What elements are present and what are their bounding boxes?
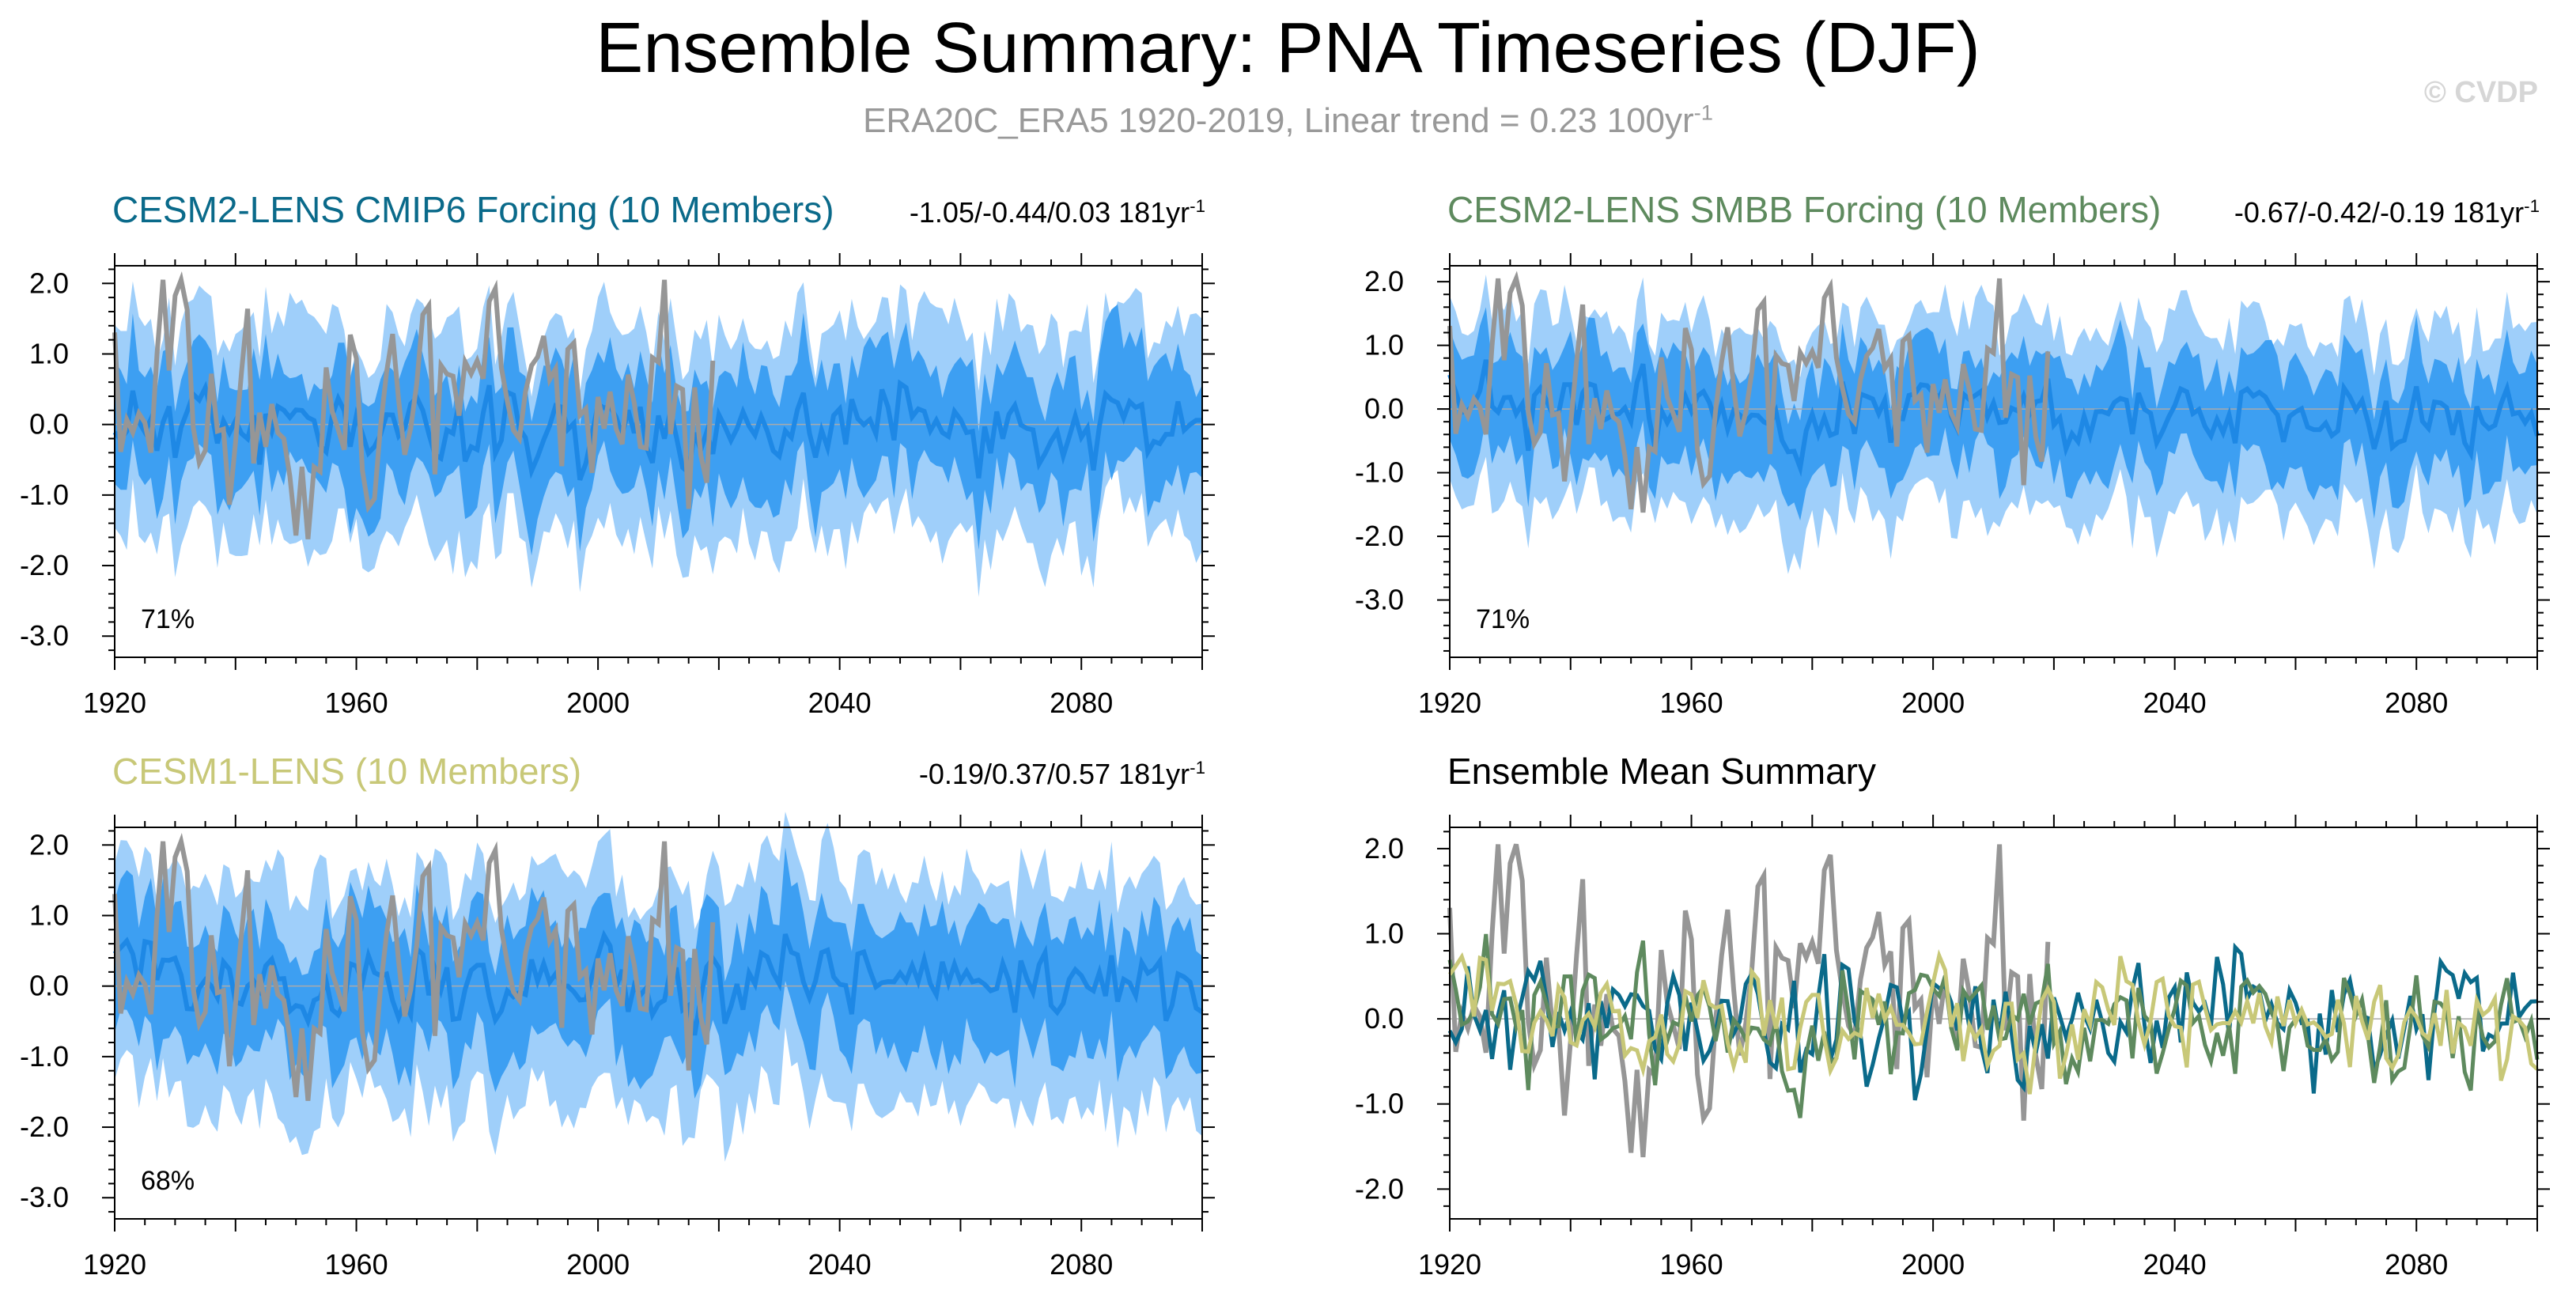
chart-cesm1: 1920 1960 2000 2040 2080 2.0 1.0 0.0 -1.0 -2.0 -3.… <box>20 812 1215 1281</box>
trend-exp-cesm2-cmip6: -1 <box>1190 196 1205 216</box>
trend-cesm1: -0.19/0.37/0.57 181yr-1 <box>919 758 1205 791</box>
trend-text-cesm2-cmip6: -1.05/-0.44/0.03 181yr <box>909 196 1190 229</box>
chart-cesm2-smbb: 1920 1960 2000 2040 2080 2.0 1.0 0.0 -1.0 -2.0 -3.… <box>1355 253 2550 719</box>
x-tick-label: 2080 <box>1050 687 1113 719</box>
y-tick-label: 1.0 <box>1364 329 1404 361</box>
y-tick-label: -2.0 <box>20 1111 69 1143</box>
y-tick-label: 0.0 <box>1364 1002 1404 1035</box>
y-tick-label: 2.0 <box>29 828 69 861</box>
y-tick-label: -2.0 <box>1355 1172 1404 1205</box>
chart-cesm2-cmip6: 1920 1960 2000 2040 2080 2.0 1.0 0.0 -1.0 -2.0 -3.… <box>20 253 1215 719</box>
obs-line-cesm2-cmip6 <box>112 271 716 539</box>
x-tick-label: 1960 <box>325 687 388 719</box>
ens-mean-line-cesm2-smbb <box>1447 359 2540 477</box>
x-tick-label: 2080 <box>2385 687 2448 719</box>
x-tick-label: 1920 <box>83 1248 146 1281</box>
obs-line-cesm1 <box>112 833 716 1101</box>
x-tick-label: 1960 <box>325 1248 388 1281</box>
y-tick-label: 2.0 <box>1364 832 1404 865</box>
subtitle-exponent: -1 <box>1693 100 1713 125</box>
y-tick-label: 0.0 <box>29 408 69 441</box>
ens-mean-line-cesm1 <box>112 929 1204 1036</box>
trend-text-cesm1: -0.19/0.37/0.57 181yr <box>918 758 1190 790</box>
y-tick-label: 1.0 <box>29 337 69 369</box>
y-tick-label: 0.0 <box>29 970 69 1002</box>
trend-exp-cesm2-smbb: -1 <box>2524 196 2540 216</box>
x-tick-label: 2000 <box>566 687 630 719</box>
percent-cesm1: 68% <box>141 1166 195 1196</box>
y-tick-label: 0.0 <box>1364 392 1404 425</box>
x-tick-label: 2080 <box>2385 1248 2448 1281</box>
x-tick-label: 1920 <box>1418 1248 1481 1281</box>
percent-cesm2-smbb: 71% <box>1476 604 1530 634</box>
y-tick-label: -3.0 <box>20 619 69 652</box>
panel-title-cesm1: CESM1-LENS (10 Members) <box>112 751 582 792</box>
subtitle-text: ERA20C_ERA5 1920-2019, Linear trend = 0.… <box>863 101 1694 140</box>
y-tick-label: -1.0 <box>1355 456 1404 489</box>
x-tick-label: 2040 <box>2143 1248 2207 1281</box>
y-tick-label: -3.0 <box>1355 584 1404 616</box>
panel-title-cesm2-smbb: CESM2-LENS SMBB Forcing (10 Members) <box>1447 189 2162 230</box>
main-title: Ensemble Summary: PNA Timeseries (DJF) <box>596 9 1980 88</box>
y-tick-label: 2.0 <box>29 267 69 299</box>
x-tick-label: 2000 <box>1901 687 1965 719</box>
y-tick-label: 1.0 <box>29 899 69 931</box>
ens-mean-line-cesm2-cmip6 <box>112 379 1203 481</box>
x-tick-label: 2000 <box>566 1248 630 1281</box>
chart-ens-mean-summary: 1920 1960 2000 2040 2080 2.0 1.0 0.0 -1.0 -2.0 <box>1355 815 2550 1281</box>
subtitle: ERA20C_ERA5 1920-2019, Linear trend = 0.… <box>0 101 2576 141</box>
x-tick-label: 2040 <box>808 687 872 719</box>
percent-cesm2-cmip6: 71% <box>141 604 195 634</box>
copyright-watermark: © CVDP <box>2423 76 2538 109</box>
x-tick-label: 2080 <box>1050 1248 1113 1281</box>
x-tick-label: 1920 <box>83 687 146 719</box>
trend-text-cesm2-smbb: -0.67/-0.42/-0.19 181yr <box>2234 196 2525 229</box>
y-tick-label: -1.0 <box>1355 1088 1404 1120</box>
x-tick-label: 1960 <box>1660 687 1723 719</box>
y-tick-label: 1.0 <box>1364 918 1404 950</box>
y-tick-label: -2.0 <box>1355 520 1404 552</box>
y-tick-label: -3.0 <box>20 1181 69 1213</box>
y-tick-label: -2.0 <box>20 549 69 581</box>
trend-cesm2-smbb: -0.67/-0.42/-0.19 181yr-1 <box>2234 196 2540 229</box>
x-tick-label: 1960 <box>1660 1248 1723 1281</box>
y-tick-label: 2.0 <box>1364 265 1404 297</box>
x-tick-label: 2040 <box>808 1248 872 1281</box>
obs-line-cesm2-smbb <box>1447 271 2051 513</box>
trend-cesm2-cmip6: -1.05/-0.44/0.03 181yr-1 <box>910 196 1205 229</box>
band-inner-cesm1 <box>115 847 1202 1099</box>
cesm1-line <box>1447 948 2539 1095</box>
trend-exp-cesm1: -1 <box>1190 758 1205 778</box>
panel-title-ens-mean-summary: Ensemble Mean Summary <box>1447 751 1876 792</box>
y-tick-label: -1.0 <box>20 1040 69 1073</box>
panel-title-cesm2-cmip6: CESM2-LENS CMIP6 Forcing (10 Members) <box>112 189 834 230</box>
y-tick-label: -1.0 <box>20 479 69 511</box>
band-inner-cesm2-smbb <box>1450 307 2537 521</box>
x-tick-label: 1920 <box>1418 687 1481 719</box>
x-tick-label: 2000 <box>1901 1248 1965 1281</box>
x-tick-label: 2040 <box>2143 687 2207 719</box>
